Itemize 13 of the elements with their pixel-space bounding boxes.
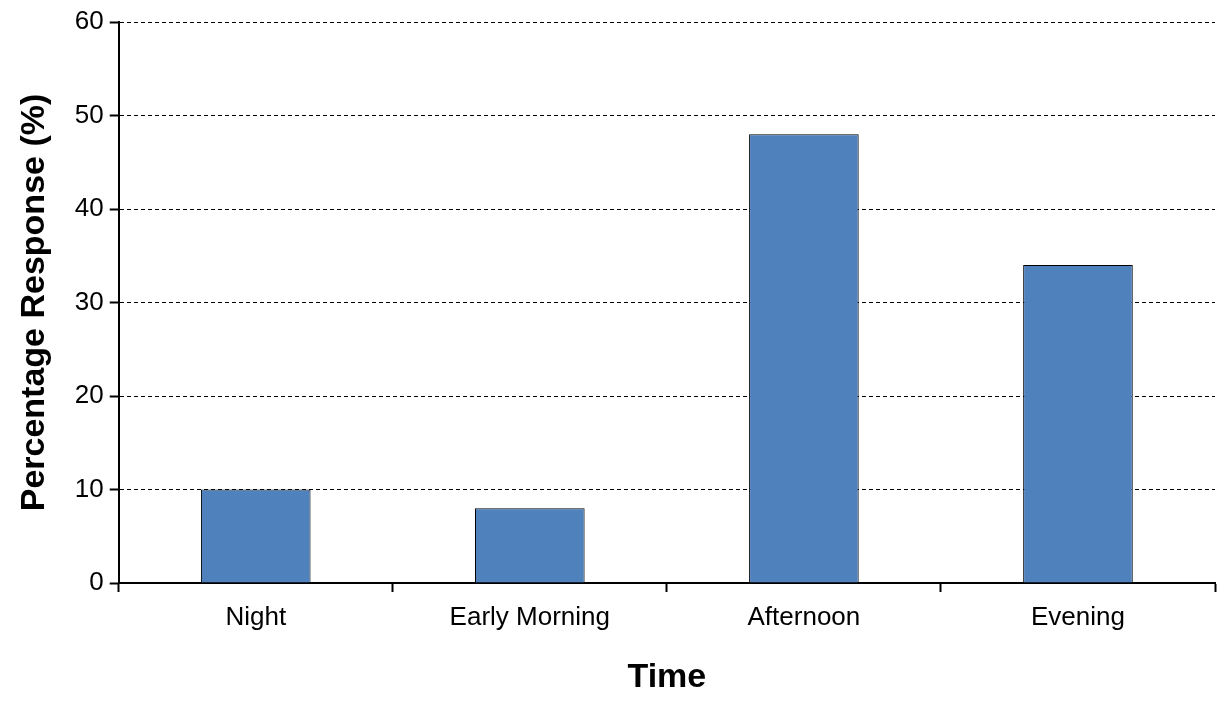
x-tick-label: Early Morning [449, 600, 611, 631]
y-tick-label: 10 [74, 472, 104, 503]
y-axis-title: Percentage Response (%) [12, 93, 51, 512]
y-tick-label: 20 [74, 379, 104, 410]
y-tick-label: 30 [74, 285, 104, 316]
x-tick-label: Night [225, 600, 287, 631]
y-tick-label: 50 [74, 98, 104, 129]
x-tick-label: Afternoon [747, 600, 861, 631]
y-tick-label: 40 [74, 192, 104, 223]
x-tick-label: Evening [1030, 600, 1125, 631]
x-axis-title: Time [627, 655, 707, 694]
y-tick-label: 0 [89, 566, 104, 597]
y-tick-label: 60 [74, 5, 104, 36]
